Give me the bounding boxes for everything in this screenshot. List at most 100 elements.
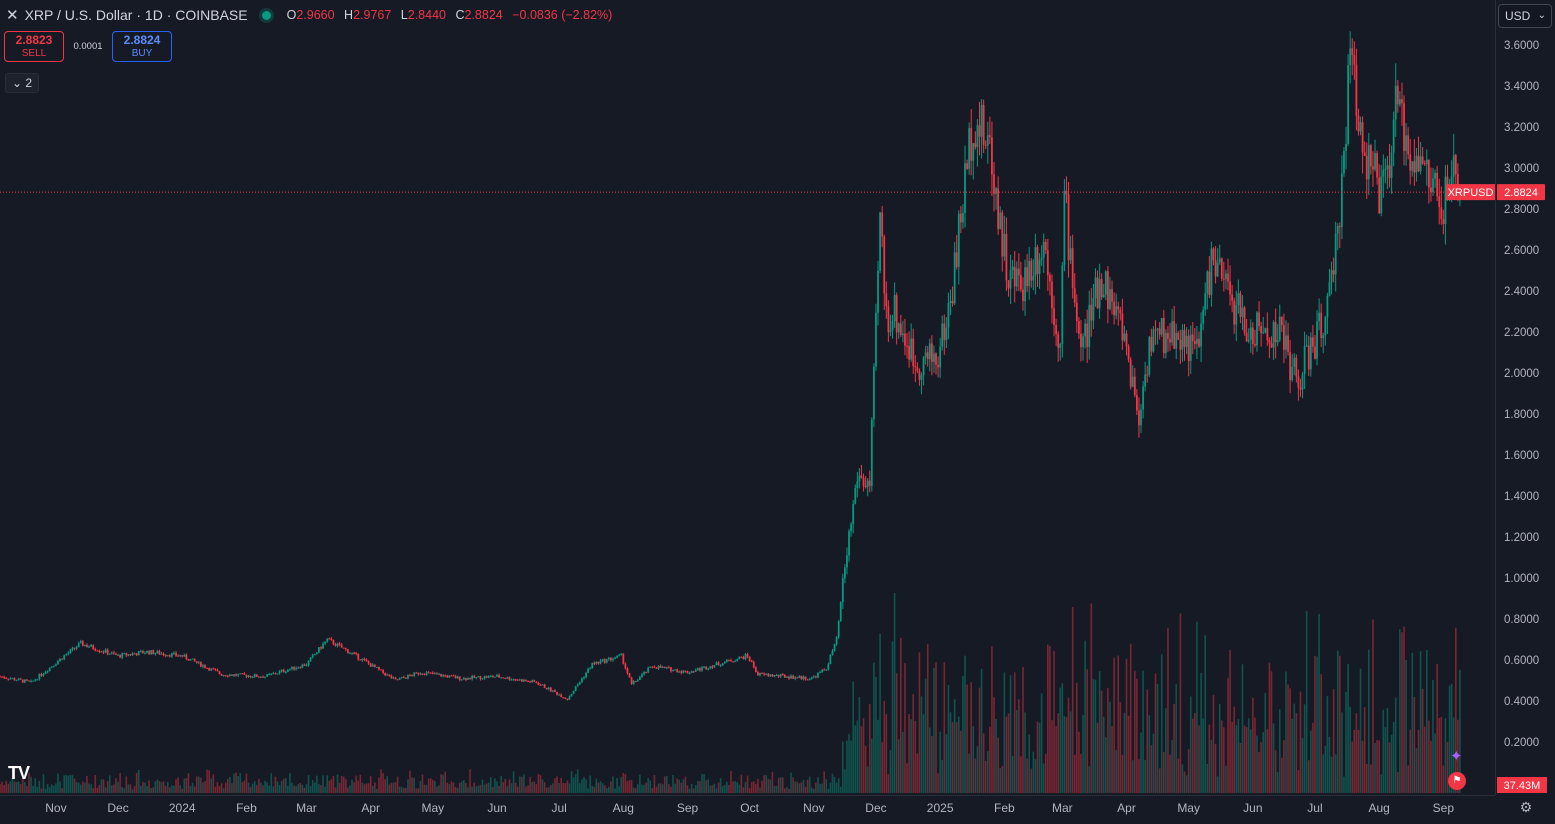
candle-body — [197, 661, 200, 663]
candle-body — [257, 676, 260, 678]
volume-bar — [897, 739, 900, 793]
volume-bar — [79, 784, 82, 793]
volume-bar — [794, 781, 796, 793]
candle — [411, 674, 413, 677]
candle-body — [897, 323, 900, 333]
volume-bar — [351, 779, 353, 793]
candle-body — [30, 680, 32, 682]
volume-bar — [786, 787, 788, 793]
candle — [1388, 143, 1391, 188]
candle-body — [170, 653, 173, 657]
candle — [562, 696, 565, 699]
time-tick-label: Jul — [1307, 801, 1322, 815]
candle — [765, 673, 768, 676]
volume-bar — [324, 786, 326, 793]
candle-body — [1303, 345, 1306, 375]
volume-bar — [612, 776, 614, 793]
candle-body — [346, 649, 349, 654]
candle-body — [361, 658, 364, 661]
candle-body — [585, 672, 587, 678]
candle-body — [1314, 346, 1316, 359]
volume-bar — [1401, 632, 1403, 793]
candle — [289, 668, 291, 671]
symbol-title[interactable]: XRP / U.S. Dollar · 1D · COINBASE — [24, 7, 248, 23]
candle-body — [872, 366, 875, 420]
candle-body — [1260, 325, 1263, 334]
candle — [746, 652, 749, 659]
candle — [1007, 279, 1010, 297]
candle-body — [125, 653, 128, 656]
volume-bar — [417, 788, 420, 793]
sell-button[interactable]: 2.8823 SELL — [4, 31, 64, 62]
candle — [264, 676, 266, 679]
volume-bar — [38, 780, 41, 793]
candle — [520, 679, 523, 682]
candle — [170, 652, 173, 658]
candle — [699, 667, 701, 672]
candle — [1312, 324, 1314, 353]
candle-body — [1169, 338, 1171, 343]
volume-bar — [823, 771, 825, 793]
candle-body — [572, 690, 575, 694]
candle — [218, 671, 221, 675]
price-axis[interactable]: 3.60003.40003.20003.00002.80002.60002.40… — [1495, 0, 1555, 795]
candle-body — [547, 687, 550, 690]
candle — [100, 650, 103, 653]
candle-body — [239, 673, 242, 675]
volume-bar — [1380, 774, 1383, 793]
candle-body — [1376, 153, 1378, 178]
volume-bar — [326, 775, 328, 793]
volume-bar — [740, 774, 743, 793]
currency-select[interactable]: USD ⌄ — [1498, 4, 1552, 28]
candle-body — [533, 680, 536, 682]
candle-body — [508, 677, 511, 680]
volume-bar — [1011, 755, 1014, 793]
us-flag-icon[interactable]: ⚑ — [1448, 772, 1466, 790]
volume-bar — [409, 770, 411, 793]
candle — [330, 637, 333, 641]
candle — [1392, 111, 1395, 167]
volume-bar — [210, 778, 213, 793]
volume-bar — [289, 773, 291, 793]
volume-bar — [262, 785, 264, 793]
candle-body — [1036, 247, 1039, 274]
candle-body — [657, 666, 660, 669]
time-axis[interactable]: Nov Dec 2024 Feb Mar Apr May Jun Jul Aug Sep Oct Nov… — [0, 795, 1495, 824]
sparkle-icon[interactable]: ✦ — [1450, 748, 1463, 765]
candle-body — [1231, 294, 1234, 301]
volume-bar — [1341, 712, 1343, 793]
volume-bar — [98, 785, 101, 793]
volume-bar — [229, 776, 231, 793]
candle — [1049, 272, 1051, 296]
buy-button[interactable]: 2.8824 BUY — [112, 31, 172, 62]
candle-body — [514, 679, 517, 681]
candle — [1361, 116, 1364, 174]
candle-body — [315, 652, 318, 655]
candle — [1038, 253, 1041, 289]
price-chart-plot[interactable]: XRPUSD — [0, 0, 1495, 795]
candle — [659, 664, 662, 668]
candle — [69, 648, 72, 654]
close-icon[interactable]: ✕ — [6, 7, 19, 24]
volume-bar — [173, 785, 175, 793]
tradingview-logo-icon[interactable]: TV — [8, 763, 30, 783]
gear-icon[interactable]: ⚙ — [1519, 799, 1533, 815]
volume-bar — [771, 772, 774, 793]
candle — [359, 659, 362, 661]
candle-body — [993, 174, 995, 194]
volume-bar — [1374, 742, 1376, 793]
volume-bar — [483, 784, 486, 793]
candle-body — [390, 675, 393, 679]
indicators-toggle[interactable]: ⌄ 2 — [5, 73, 40, 93]
candle-body — [69, 649, 72, 653]
volume-bar — [427, 778, 430, 793]
candle-body — [1042, 241, 1045, 258]
candle — [690, 670, 693, 674]
candle-body — [777, 674, 780, 677]
candle — [11, 677, 14, 680]
candle — [984, 140, 987, 149]
candle-body — [127, 654, 130, 656]
candle-body — [1380, 176, 1383, 214]
candle — [1073, 273, 1076, 308]
volume-bar — [175, 779, 177, 793]
